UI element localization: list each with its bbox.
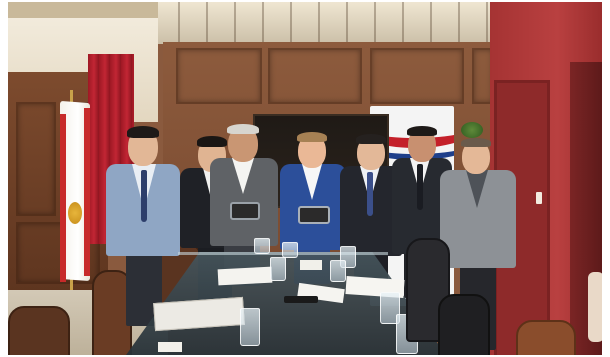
water-glass (240, 308, 260, 346)
person-7 (436, 138, 518, 350)
flag-stripe (84, 108, 90, 276)
water-glass (330, 260, 346, 282)
paper (300, 260, 322, 270)
gift-box-icon (298, 206, 330, 224)
flag-stripe (60, 114, 66, 282)
chair (8, 306, 70, 355)
plant (461, 122, 483, 138)
water-glass (254, 238, 270, 254)
wood-panel (176, 48, 262, 104)
ceiling-slats (158, 2, 602, 44)
water-glass (270, 257, 286, 281)
cabinet-panel (16, 102, 56, 216)
chair (406, 238, 450, 342)
group-photo (8, 2, 602, 355)
wood-panel (370, 48, 464, 104)
light-switch (536, 192, 542, 204)
wood-panel (268, 48, 362, 104)
water-glass (380, 292, 400, 324)
nameplate (158, 342, 182, 352)
flag-emblem (68, 202, 82, 224)
chair (516, 320, 576, 355)
left-wall-beam (8, 2, 158, 18)
paper (217, 266, 273, 286)
cabinet-panel (16, 222, 100, 284)
person-3 (208, 124, 280, 286)
phone (284, 296, 318, 303)
water-glass (282, 242, 298, 258)
partial-person (588, 272, 602, 342)
gift-box-icon (230, 202, 260, 220)
chair (92, 270, 132, 355)
chair (438, 294, 490, 355)
